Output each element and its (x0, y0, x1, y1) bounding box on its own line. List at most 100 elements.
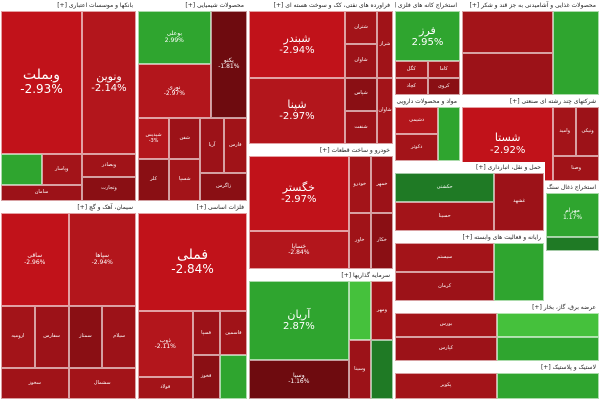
stock-tile[interactable]: ارومیه (1, 306, 35, 368)
stock-tile[interactable]: ذوب -2.11% (138, 311, 193, 378)
stock-tile[interactable]: شپدیس -3% (138, 117, 170, 160)
stock-tile[interactable]: وامید (553, 107, 577, 157)
stock-tile[interactable]: ونیکی (576, 107, 599, 157)
sector-title[interactable]: حمل و نقل، انبارداری [+] (395, 163, 544, 173)
stock-tile[interactable]: وبملت -2.93% (1, 11, 82, 154)
sector-title[interactable]: شرکتهای چند رشته ای صنعتی [+] (462, 97, 599, 107)
stock-tile[interactable]: خودرو (348, 156, 371, 213)
stock-tile[interactable]: سامان (1, 185, 82, 201)
stock-tile[interactable] (497, 313, 599, 337)
stock-tile[interactable]: وصنا (553, 156, 599, 181)
stock-tile[interactable]: شاوان (377, 77, 393, 144)
stock-tile[interactable]: خساپا -2.84% (249, 231, 349, 269)
stock-tile[interactable]: کرمان (395, 272, 495, 301)
stock-tile[interactable]: ومهر (370, 281, 393, 340)
stock-tile[interactable]: فولاد (138, 377, 193, 399)
stock-tile[interactable]: وبصادر (82, 153, 136, 178)
stock-tile[interactable]: وپاسار (41, 153, 82, 186)
stock-tile[interactable]: مهرام 1.17% (546, 193, 599, 237)
stock-tile[interactable]: سشمال (68, 368, 136, 399)
stock-tile[interactable]: شپنا -2.97% (249, 77, 345, 144)
stock-tile[interactable]: وسپا -1.16% (249, 359, 349, 399)
stock-tile[interactable]: بورس (395, 313, 497, 337)
stock-tile[interactable]: فرز 2.95% (395, 11, 460, 62)
stock-tile[interactable]: آریا (200, 117, 224, 174)
stock-tile[interactable] (497, 337, 599, 361)
stock-tile[interactable]: کاما (427, 61, 460, 79)
stock-tile[interactable]: وسینا (348, 340, 371, 399)
stock-tile[interactable] (494, 243, 544, 301)
stock-tile[interactable] (462, 53, 554, 95)
stock-tile[interactable] (219, 355, 247, 399)
sector-title[interactable]: لاستیک و پلاستیک [+] (395, 363, 599, 373)
stock-tile[interactable]: کپارس (395, 337, 497, 361)
sector-title[interactable]: استخراج کانه های فلزی [+] (395, 1, 460, 11)
sector-title[interactable]: بانکها و موسسات اعتباری [+] (1, 1, 136, 11)
stock-tile[interactable]: خگستر -2.97% (249, 156, 349, 232)
stock-tile[interactable]: حکشتی (395, 173, 495, 202)
stock-tile[interactable] (1, 153, 42, 186)
stock-tile[interactable]: زاگرس (200, 173, 247, 201)
stock-tile[interactable]: شفن (169, 117, 201, 160)
stock-tile[interactable] (497, 373, 599, 399)
stock-tile[interactable]: بوعلی 2.99% (138, 11, 211, 65)
stock-tile[interactable]: ساقی -2.96% (1, 213, 69, 306)
stock-tile[interactable]: شنفت (345, 110, 377, 144)
sector-title[interactable]: خودرو و ساخت قطعات [+] (249, 146, 393, 156)
stock-tile[interactable]: ونوین -2.14% (82, 11, 136, 154)
stock-tile[interactable] (370, 340, 393, 399)
stock-tile[interactable]: وتجارت (82, 177, 136, 201)
stock-tile[interactable]: آریان 2.87% (249, 281, 349, 360)
sector-title[interactable]: سیمان، آهک و گچ [+] (1, 203, 136, 213)
stock-tile[interactable]: فخوز (192, 355, 220, 399)
stock-tile[interactable]: نوری -2.97% (138, 64, 211, 118)
stock-tile[interactable]: شراز (377, 11, 393, 78)
stock-tile[interactable]: شتران (345, 11, 377, 45)
stock-tile[interactable]: فاسمین (219, 311, 247, 356)
stock-tile[interactable]: پکنو -1.81% (210, 11, 247, 118)
stock-tile[interactable]: فارس (223, 117, 247, 174)
sector-title[interactable]: محصولات غذایی و آشامیدنی به جز قند و شکر… (462, 1, 599, 11)
stock-tile[interactable]: خاور (348, 212, 371, 269)
stock-tile[interactable]: کگل (395, 61, 428, 79)
stock-tile[interactable] (438, 107, 460, 161)
stock-tile[interactable]: سفارس (34, 306, 69, 368)
stock-tile[interactable]: غشهد (494, 173, 544, 231)
stock-tile[interactable]: شپاس (345, 77, 377, 111)
stock-tile[interactable]: کروی (427, 78, 460, 95)
stock-symbol: شپدیس (145, 132, 162, 139)
stock-symbol: وبملت (22, 66, 61, 83)
stock-tile[interactable]: خمهر (370, 156, 393, 213)
stock-tile[interactable] (348, 281, 371, 340)
stock-tile[interactable] (462, 11, 554, 53)
sector-title[interactable]: عرضه برق، گاز، بخار [+] (395, 303, 599, 313)
sector-title[interactable]: محصولات شیمیایی [+] (138, 1, 247, 11)
sector-title[interactable]: فلزات اساسی [+] (138, 203, 247, 213)
stock-tile[interactable]: فسپا (192, 311, 220, 356)
stock-tile[interactable]: پکویر (395, 373, 497, 399)
sector-title[interactable]: فراورده های نفتی، کک و سوخت هسته ای [+] (249, 1, 393, 11)
sector-title[interactable]: مواد و محصولات دارویی [+] (395, 97, 460, 107)
stock-tile[interactable]: حسینا (395, 202, 495, 231)
stock-tile[interactable]: کچاد (395, 78, 428, 95)
stock-change: -2.96% (24, 258, 46, 266)
stock-tile[interactable]: شبندر -2.94% (249, 11, 345, 78)
sector-title[interactable]: رایانه و فعالیت های وابسته [+] (395, 233, 544, 243)
stock-tile[interactable]: دشیمی (395, 107, 439, 134)
stock-tile[interactable]: سیستم (395, 243, 495, 272)
stock-tile[interactable] (553, 11, 599, 95)
stock-tile[interactable] (546, 236, 599, 251)
stock-tile[interactable]: شسپا (169, 159, 201, 201)
stock-tile[interactable]: سپاها -2.94% (68, 213, 136, 306)
stock-tile[interactable]: کلر (138, 159, 170, 201)
sector-title[interactable]: استخراج ذغال سنگ [+] (546, 183, 599, 193)
stock-tile[interactable]: خکار (370, 212, 393, 269)
stock-tile[interactable]: دکوثر (395, 134, 439, 161)
stock-tile[interactable]: سیلام (102, 306, 136, 368)
sector-title[interactable]: سرمایه گذاریها [+] (249, 271, 393, 281)
sector-10: سرمایه گذاریها [+] آریان 2.87% وسپا -1.16% وم… (248, 270, 394, 400)
stock-tile[interactable]: شاوان (345, 44, 377, 78)
stock-tile[interactable]: سمتاز (68, 306, 103, 368)
stock-tile[interactable]: فملی -2.84% (138, 213, 247, 312)
stock-tile[interactable]: سخوز (1, 368, 69, 399)
